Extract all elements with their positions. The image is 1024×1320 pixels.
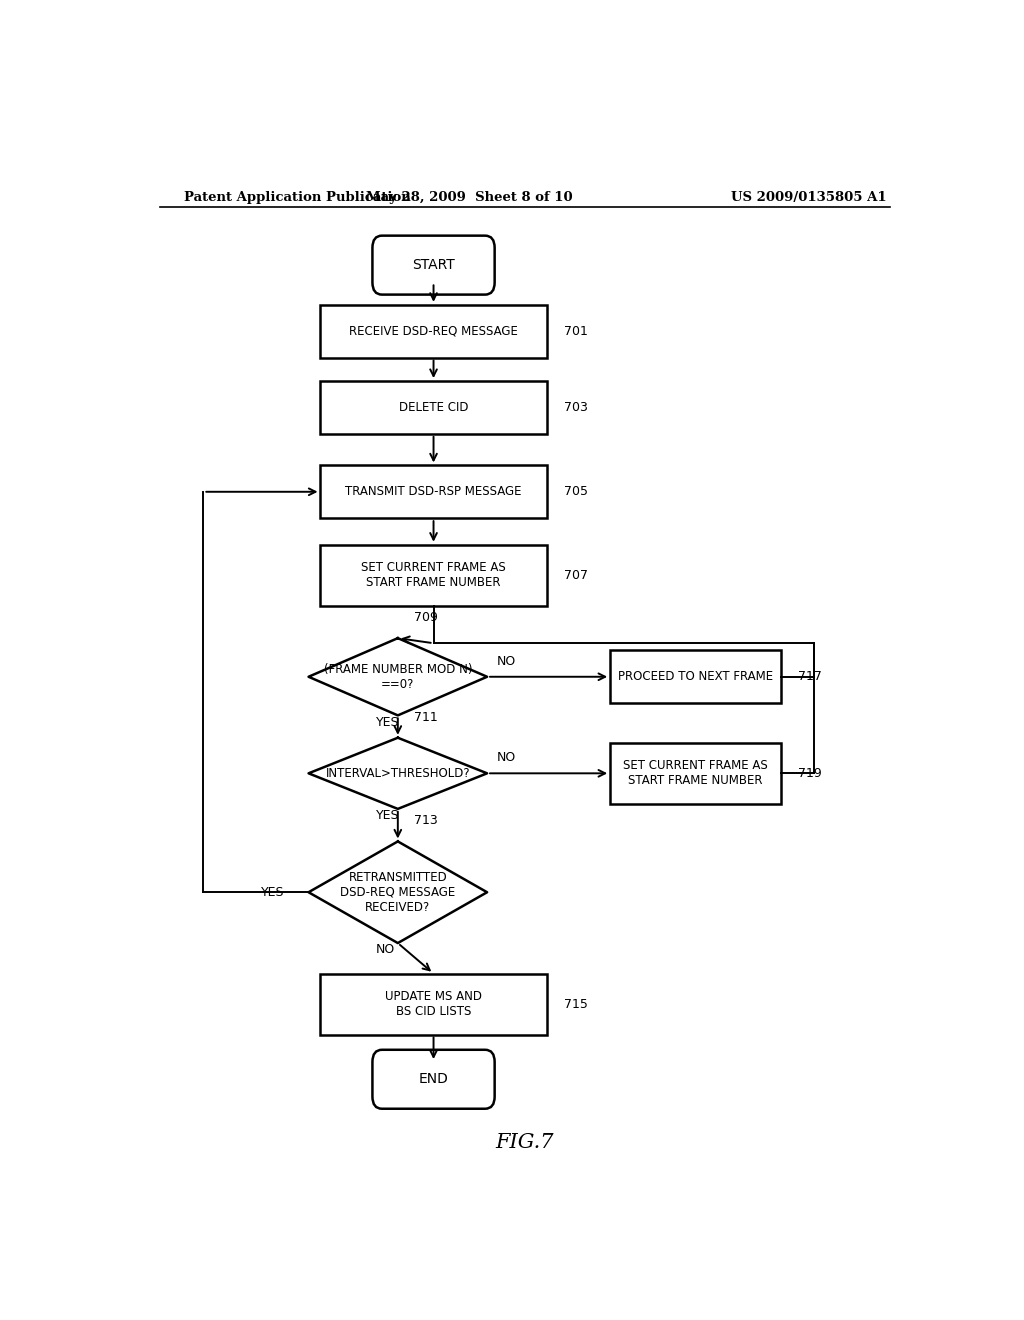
Text: NO: NO (376, 944, 395, 956)
Text: 719: 719 (798, 767, 822, 780)
Text: NO: NO (497, 751, 516, 764)
Text: 711: 711 (414, 710, 437, 723)
Text: RECEIVE DSD-REQ MESSAGE: RECEIVE DSD-REQ MESSAGE (349, 325, 518, 338)
Text: YES: YES (376, 809, 399, 822)
Bar (321, 381, 547, 434)
Bar (610, 743, 780, 804)
Text: INTERVAL>THRESHOLD?: INTERVAL>THRESHOLD? (326, 767, 470, 780)
Text: Patent Application Publication: Patent Application Publication (183, 190, 411, 203)
Text: US 2009/0135805 A1: US 2009/0135805 A1 (731, 190, 887, 203)
Text: YES: YES (376, 715, 399, 729)
Text: May 28, 2009  Sheet 8 of 10: May 28, 2009 Sheet 8 of 10 (366, 190, 572, 203)
Bar (321, 466, 547, 519)
Text: FIG.7: FIG.7 (496, 1133, 554, 1152)
Bar (321, 305, 547, 358)
Text: 703: 703 (564, 401, 588, 414)
Text: DELETE CID: DELETE CID (398, 401, 468, 414)
Text: RETRANSMITTED
DSD-REQ MESSAGE
RECEIVED?: RETRANSMITTED DSD-REQ MESSAGE RECEIVED? (340, 871, 456, 913)
Text: NO: NO (497, 655, 516, 668)
Text: (FRAME NUMBER MOD N)
==0?: (FRAME NUMBER MOD N) ==0? (324, 663, 472, 690)
Text: 717: 717 (798, 671, 822, 684)
Text: 715: 715 (564, 998, 588, 1011)
Text: SET CURRENT FRAME AS
START FRAME NUMBER: SET CURRENT FRAME AS START FRAME NUMBER (623, 759, 768, 787)
Text: 709: 709 (414, 611, 437, 624)
Bar (321, 545, 547, 606)
Text: START: START (413, 259, 455, 272)
Text: TRANSMIT DSD-RSP MESSAGE: TRANSMIT DSD-RSP MESSAGE (345, 486, 522, 498)
Text: SET CURRENT FRAME AS
START FRAME NUMBER: SET CURRENT FRAME AS START FRAME NUMBER (361, 561, 506, 589)
Text: YES: YES (261, 886, 285, 899)
Text: UPDATE MS AND
BS CID LISTS: UPDATE MS AND BS CID LISTS (385, 990, 482, 1018)
Text: 713: 713 (414, 814, 437, 828)
Text: 701: 701 (564, 325, 588, 338)
Text: 707: 707 (564, 569, 588, 582)
Text: END: END (419, 1072, 449, 1086)
Text: 705: 705 (564, 486, 588, 498)
Bar (321, 974, 547, 1035)
Text: PROCEED TO NEXT FRAME: PROCEED TO NEXT FRAME (617, 671, 773, 684)
Bar (610, 651, 780, 704)
